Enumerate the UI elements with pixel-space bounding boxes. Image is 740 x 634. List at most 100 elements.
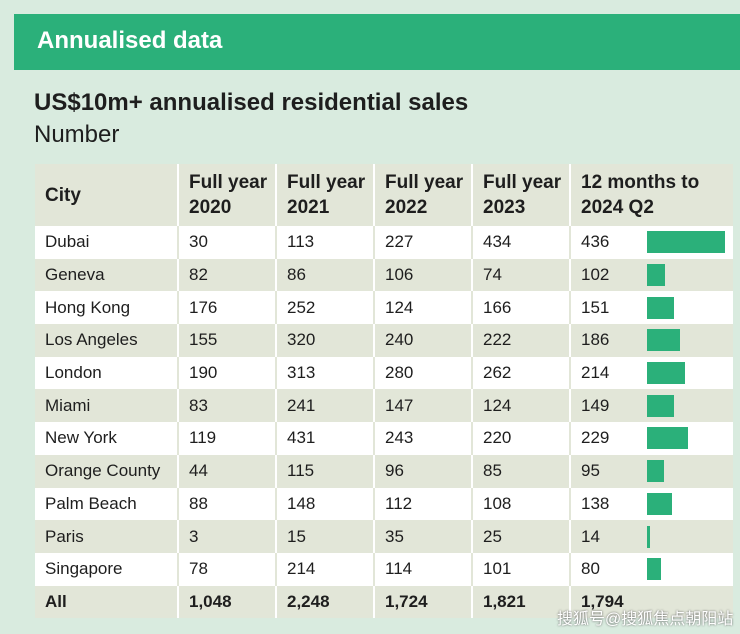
cell-12-months: 214 bbox=[569, 356, 733, 390]
cell-2023: 222 bbox=[471, 324, 570, 357]
cell-2021: 313 bbox=[275, 356, 374, 390]
cell-2020: 83 bbox=[177, 389, 276, 423]
cell-2022: 112 bbox=[373, 487, 472, 521]
cell-city: Paris bbox=[35, 520, 178, 553]
cell-2021: 431 bbox=[275, 422, 374, 455]
cell-12-months: 95 bbox=[569, 454, 733, 488]
cell-2021: 113 bbox=[275, 226, 374, 259]
cell-2023: 74 bbox=[471, 258, 570, 292]
cell-2020: 78 bbox=[177, 552, 276, 586]
cell-2023: 220 bbox=[471, 422, 570, 455]
cell-2023: 262 bbox=[471, 356, 570, 390]
table-row: Dubai 30 113 227 434 436 bbox=[35, 226, 733, 259]
cell-2022: 106 bbox=[373, 258, 472, 292]
cell-2021: 115 bbox=[275, 454, 374, 488]
header-city: City bbox=[35, 164, 178, 226]
cell-2022: 124 bbox=[373, 291, 472, 325]
cell-2020: 155 bbox=[177, 324, 276, 357]
bar-mark bbox=[647, 460, 664, 483]
cell-2020: 44 bbox=[177, 454, 276, 488]
cell-2020: 30 bbox=[177, 226, 276, 259]
cell-2023: 124 bbox=[471, 389, 570, 423]
cell-total-12-months: 1,794 bbox=[569, 585, 733, 619]
bar-mark bbox=[647, 394, 674, 417]
cell-city: Singapore bbox=[35, 552, 178, 586]
cell-12-months: 186 bbox=[569, 324, 733, 357]
chart-title: US$10m+ annualised residential sales bbox=[34, 89, 469, 116]
cell-2022: 147 bbox=[373, 389, 472, 423]
table-row: Palm Beach 88 148 112 108 138 bbox=[35, 487, 733, 521]
cell-value: 149 bbox=[581, 395, 610, 415]
cell-value: 80 bbox=[581, 559, 600, 579]
cell-value: 138 bbox=[581, 493, 610, 513]
cell-2022: 280 bbox=[373, 356, 472, 390]
cell-2023: 101 bbox=[471, 552, 570, 586]
header-2020: Full year 2020 bbox=[177, 164, 276, 226]
cell-2022: 35 bbox=[373, 520, 472, 553]
cell-2020: 190 bbox=[177, 356, 276, 390]
header-2023: Full year 2023 bbox=[471, 164, 570, 226]
bar-mark bbox=[647, 329, 680, 352]
table-row: Miami 83 241 147 124 149 bbox=[35, 389, 733, 423]
cell-12-months: 436 bbox=[569, 226, 733, 259]
cell-total-2023: 1,821 bbox=[471, 585, 570, 619]
cell-city: Miami bbox=[35, 389, 178, 423]
cell-2021: 214 bbox=[275, 552, 374, 586]
cell-2023: 434 bbox=[471, 226, 570, 259]
cell-2022: 96 bbox=[373, 454, 472, 488]
cell-12-months: 14 bbox=[569, 520, 733, 553]
cell-value: 436 bbox=[581, 232, 610, 252]
cell-city: All bbox=[35, 585, 178, 619]
cell-total-2022: 1,724 bbox=[373, 585, 472, 619]
cell-12-months: 229 bbox=[569, 422, 733, 455]
cell-12-months: 102 bbox=[569, 258, 733, 292]
bar-mark bbox=[647, 492, 672, 515]
bar-mark bbox=[647, 362, 685, 385]
cell-total-2021: 2,248 bbox=[275, 585, 374, 619]
cell-2020: 82 bbox=[177, 258, 276, 292]
cell-city: Palm Beach bbox=[35, 487, 178, 521]
header-2021: Full year 2021 bbox=[275, 164, 374, 226]
bar-mark bbox=[647, 525, 650, 548]
cell-2021: 320 bbox=[275, 324, 374, 357]
bar-mark bbox=[647, 264, 665, 287]
section-banner: Annualised data bbox=[14, 14, 740, 70]
header-2022: Full year 2022 bbox=[373, 164, 472, 226]
header-12-months: 12 months to 2024 Q2 bbox=[569, 164, 733, 226]
cell-2023: 85 bbox=[471, 454, 570, 488]
cell-2020: 88 bbox=[177, 487, 276, 521]
cell-value: 186 bbox=[581, 330, 610, 350]
cell-value: 151 bbox=[581, 297, 610, 317]
cell-value: 14 bbox=[581, 526, 600, 546]
header-row: City Full year 2020 Full year 2021 Full … bbox=[35, 164, 733, 226]
cell-2023: 25 bbox=[471, 520, 570, 553]
cell-value: 95 bbox=[581, 461, 600, 481]
cell-city: Hong Kong bbox=[35, 291, 178, 325]
cell-total-2020: 1,048 bbox=[177, 585, 276, 619]
chart-subtitle: Number bbox=[34, 121, 120, 148]
cell-value: 102 bbox=[581, 265, 610, 285]
sales-table: City Full year 2020 Full year 2021 Full … bbox=[35, 164, 733, 619]
cell-2022: 240 bbox=[373, 324, 472, 357]
cell-value: 229 bbox=[581, 428, 610, 448]
table-row: Los Angeles 155 320 240 222 186 bbox=[35, 324, 733, 357]
table-row: Hong Kong 176 252 124 166 151 bbox=[35, 291, 733, 325]
cell-2021: 148 bbox=[275, 487, 374, 521]
watermark: 搜狐号@搜狐焦点朝阳站 bbox=[557, 611, 734, 628]
table-row: Geneva 82 86 106 74 102 bbox=[35, 258, 733, 292]
cell-city: Los Angeles bbox=[35, 324, 178, 357]
cell-12-months: 149 bbox=[569, 389, 733, 423]
cell-2021: 252 bbox=[275, 291, 374, 325]
cell-city: Orange County bbox=[35, 454, 178, 488]
cell-2021: 15 bbox=[275, 520, 374, 553]
total-row: All 1,048 2,248 1,724 1,821 1,794 bbox=[35, 585, 733, 619]
table-row: Singapore 78 214 114 101 80 bbox=[35, 552, 733, 586]
table-row: New York 119 431 243 220 229 bbox=[35, 422, 733, 455]
cell-12-months: 80 bbox=[569, 552, 733, 586]
cell-city: Geneva bbox=[35, 258, 178, 292]
cell-2023: 166 bbox=[471, 291, 570, 325]
bar-mark bbox=[647, 296, 674, 319]
cell-2022: 114 bbox=[373, 552, 472, 586]
cell-city: Dubai bbox=[35, 226, 178, 259]
cell-2020: 176 bbox=[177, 291, 276, 325]
